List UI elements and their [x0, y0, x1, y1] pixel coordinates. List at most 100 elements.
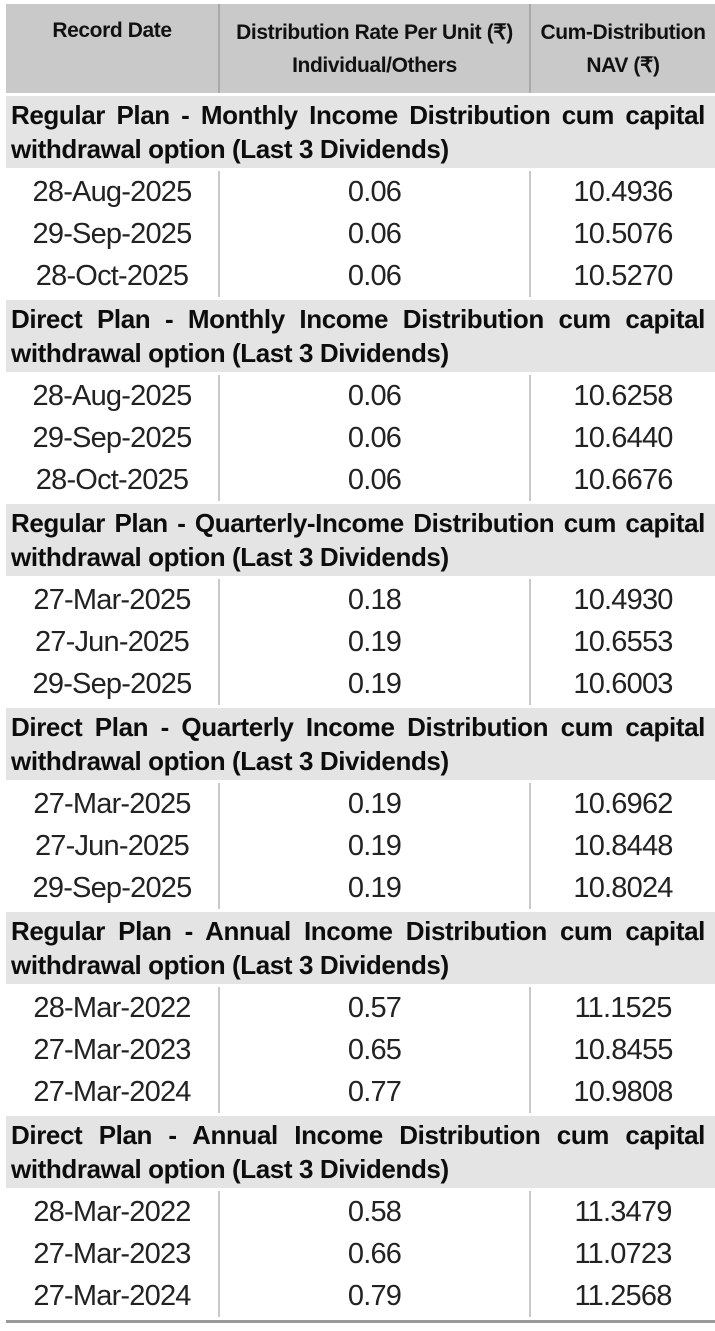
distribution-rate-cell: 0.18 [220, 579, 531, 621]
table-row: 29-Sep-2025 0.19 10.8024 [6, 867, 715, 909]
nav-cell: 11.3479 [574, 1195, 672, 1228]
section-regular-quarterly: Regular Plan - Quarterly-Income Distribu… [6, 504, 715, 705]
nav-cell: 10.5076 [573, 217, 673, 250]
distribution-rate-cell: 0.79 [220, 1275, 531, 1317]
table-row: 28-Mar-2022 0.58 11.3479 [6, 1191, 715, 1233]
nav-cell: 10.8024 [573, 871, 673, 904]
table-row: 27-Mar-2023 0.66 11.0723 [6, 1233, 715, 1275]
record-date-cell: 27-Jun-2025 [6, 621, 220, 663]
table-row: 27-Mar-2024 0.79 11.2568 [6, 1275, 715, 1317]
table-row: 27-Mar-2025 0.18 10.4930 [6, 579, 715, 621]
distribution-rate-cell: 0.65 [220, 1029, 531, 1071]
record-date-cell: 28-Mar-2022 [6, 1191, 220, 1233]
distribution-rate-cell: 0.19 [220, 867, 531, 909]
nav-cell: 10.6258 [573, 379, 673, 412]
table-row: 29-Sep-2025 0.06 10.5076 [6, 213, 715, 255]
section-data: 27-Mar-2025 0.18 10.4930 27-Jun-2025 0.1… [6, 579, 715, 705]
table-row: 28-Mar-2022 0.57 11.1525 [6, 987, 715, 1029]
table-row: 28-Aug-2025 0.06 10.6258 [6, 375, 715, 417]
distribution-rate-cell: 0.19 [220, 621, 531, 663]
section-data: 28-Mar-2022 0.57 11.1525 27-Mar-2023 0.6… [6, 987, 715, 1113]
section-direct-annual: Direct Plan - Annual Income Distribution… [6, 1116, 715, 1317]
record-date-cell: 27-Mar-2024 [6, 1275, 220, 1317]
nav-cell: 10.6553 [573, 625, 673, 658]
record-date-cell: 27-Mar-2023 [6, 1233, 220, 1275]
record-date-cell: 28-Oct-2025 [6, 255, 220, 297]
nav-cell: 10.8455 [573, 1033, 673, 1066]
record-date-cell: 27-Mar-2025 [6, 783, 220, 825]
record-date-cell: 29-Sep-2025 [6, 663, 220, 705]
distribution-rate-cell: 0.06 [220, 255, 531, 297]
section-title: Regular Plan - Monthly Income Distributi… [6, 96, 715, 168]
record-date-cell: 29-Sep-2025 [6, 213, 220, 255]
nav-cell: 10.5270 [573, 259, 673, 292]
section-title: Regular Plan - Annual Income Distributio… [6, 912, 715, 984]
column-header-label: Distribution Rate Per Unit (₹) [236, 20, 513, 44]
table-row: 27-Mar-2025 0.19 10.6962 [6, 783, 715, 825]
nav-cell: 10.6962 [573, 787, 673, 820]
table-row: 27-Jun-2025 0.19 10.8448 [6, 825, 715, 867]
record-date-cell: 29-Sep-2025 [6, 417, 220, 459]
column-header-cum-distribution-nav: Cum-Distribution NAV (₹) [531, 4, 715, 93]
column-header-sublabel: NAV (₹) [586, 53, 660, 77]
nav-cell: 10.4930 [573, 583, 673, 616]
section-title: Direct Plan - Annual Income Distribution… [6, 1116, 715, 1188]
dividend-history-table: Record Date Distribution Rate Per Unit (… [6, 4, 715, 1323]
table-row: 29-Sep-2025 0.19 10.6003 [6, 663, 715, 705]
distribution-rate-cell: 0.06 [220, 459, 531, 501]
section-data: 28-Mar-2022 0.58 11.3479 27-Mar-2023 0.6… [6, 1191, 715, 1317]
section-direct-quarterly: Direct Plan - Quarterly Income Distribut… [6, 708, 715, 909]
section-regular-monthly: Regular Plan - Monthly Income Distributi… [6, 96, 715, 297]
section-regular-annual: Regular Plan - Annual Income Distributio… [6, 912, 715, 1113]
nav-cell: 10.6676 [573, 463, 673, 496]
column-header-label: Cum-Distribution [540, 20, 706, 44]
column-header-label: Record Date [52, 19, 172, 42]
distribution-rate-cell: 0.19 [220, 825, 531, 867]
distribution-rate-cell: 0.06 [220, 171, 531, 213]
distribution-rate-cell: 0.06 [220, 213, 531, 255]
section-data: 28-Aug-2025 0.06 10.4936 29-Sep-2025 0.0… [6, 171, 715, 297]
distribution-rate-cell: 0.06 [220, 375, 531, 417]
nav-cell: 11.2568 [574, 1279, 672, 1312]
record-date-cell: 28-Aug-2025 [6, 375, 220, 417]
section-title: Direct Plan - Quarterly Income Distribut… [6, 708, 715, 780]
section-data: 28-Aug-2025 0.06 10.6258 29-Sep-2025 0.0… [6, 375, 715, 501]
table-row: 28-Oct-2025 0.06 10.5270 [6, 255, 715, 297]
distribution-rate-cell: 0.19 [220, 663, 531, 705]
record-date-cell: 27-Jun-2025 [6, 825, 220, 867]
distribution-rate-cell: 0.58 [220, 1191, 531, 1233]
distribution-rate-cell: 0.57 [220, 987, 531, 1029]
nav-cell: 10.8448 [573, 829, 673, 862]
nav-cell: 10.9808 [573, 1075, 673, 1108]
table-header-row: Record Date Distribution Rate Per Unit (… [6, 4, 715, 93]
distribution-rate-cell: 0.66 [220, 1233, 531, 1275]
section-title: Regular Plan - Quarterly-Income Distribu… [6, 504, 715, 576]
record-date-cell: 27-Mar-2024 [6, 1071, 220, 1113]
nav-cell: 11.1525 [574, 991, 672, 1024]
nav-cell: 10.6440 [573, 421, 673, 454]
column-header-distribution-rate: Distribution Rate Per Unit (₹) Individua… [220, 4, 531, 93]
table-bottom-border [6, 1320, 715, 1323]
nav-cell: 11.0723 [574, 1237, 672, 1270]
record-date-cell: 27-Mar-2025 [6, 579, 220, 621]
table-row: 27-Mar-2024 0.77 10.9808 [6, 1071, 715, 1113]
column-header-record-date: Record Date [6, 4, 220, 93]
section-title: Direct Plan - Monthly Income Distributio… [6, 300, 715, 372]
distribution-rate-cell: 0.77 [220, 1071, 531, 1113]
section-data: 27-Mar-2025 0.19 10.6962 27-Jun-2025 0.1… [6, 783, 715, 909]
distribution-rate-cell: 0.06 [220, 417, 531, 459]
table-row: 27-Mar-2023 0.65 10.8455 [6, 1029, 715, 1071]
distribution-rate-cell: 0.19 [220, 783, 531, 825]
record-date-cell: 28-Oct-2025 [6, 459, 220, 501]
table-row: 29-Sep-2025 0.06 10.6440 [6, 417, 715, 459]
table-row: 28-Aug-2025 0.06 10.4936 [6, 171, 715, 213]
record-date-cell: 29-Sep-2025 [6, 867, 220, 909]
nav-cell: 10.4936 [573, 175, 673, 208]
record-date-cell: 28-Aug-2025 [6, 171, 220, 213]
nav-cell: 10.6003 [573, 667, 673, 700]
table-row: 28-Oct-2025 0.06 10.6676 [6, 459, 715, 501]
table-row: 27-Jun-2025 0.19 10.6553 [6, 621, 715, 663]
record-date-cell: 27-Mar-2023 [6, 1029, 220, 1071]
section-direct-monthly: Direct Plan - Monthly Income Distributio… [6, 300, 715, 501]
column-header-sublabel: Individual/Others [292, 53, 457, 77]
